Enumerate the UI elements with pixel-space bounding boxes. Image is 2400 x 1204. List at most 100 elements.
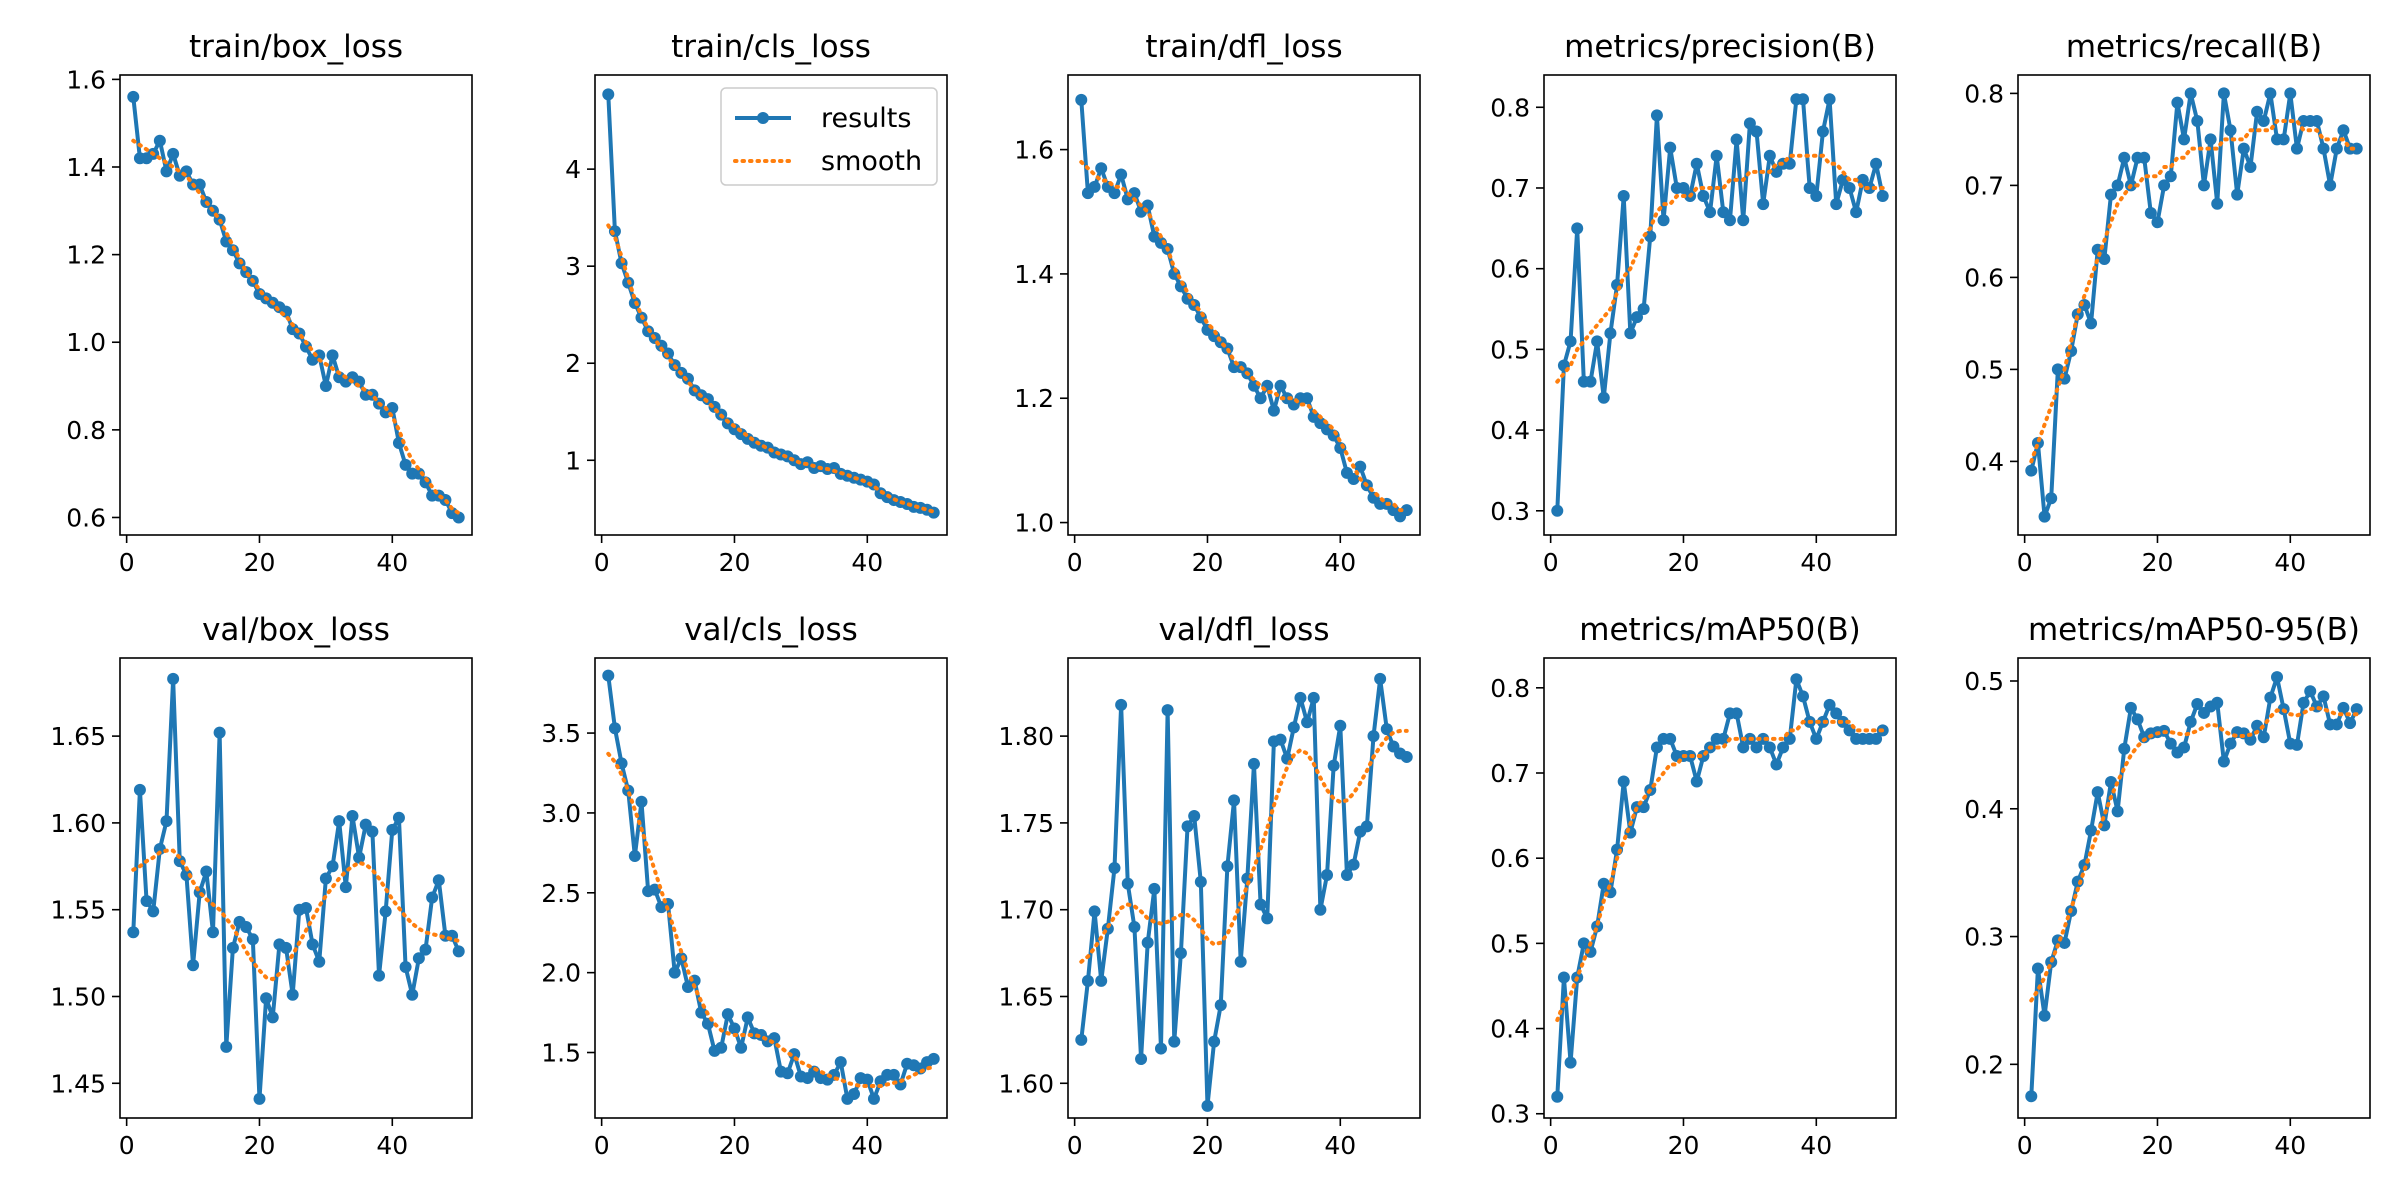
results-point xyxy=(1347,473,1360,486)
y-tick-label: 0.3 xyxy=(1490,1100,1530,1129)
results-point xyxy=(2224,737,2237,750)
results-point xyxy=(1803,181,1816,194)
y-tick-label: 0.7 xyxy=(1490,174,1530,203)
results-point xyxy=(1287,721,1300,734)
results-point xyxy=(1174,947,1187,960)
y-tick-label: 1.4 xyxy=(66,153,106,182)
results-point xyxy=(1757,732,1770,745)
results-point xyxy=(2124,701,2137,714)
y-tick-label: 0.8 xyxy=(1964,79,2004,108)
y-tick-label: 0.7 xyxy=(1964,171,2004,200)
results-point xyxy=(1148,882,1161,895)
subplot-10: metrics/mAP50-95(B) 0.2 0.3 0.4 0.5 0 20 40 xyxy=(1964,612,2371,1160)
results-point xyxy=(353,851,366,864)
x-tick-label: 20 xyxy=(719,1131,751,1160)
x-tick-label: 40 xyxy=(2274,1131,2306,1160)
results-point xyxy=(153,842,166,855)
results-point xyxy=(2330,142,2343,155)
y-tick-label: 0.7 xyxy=(1490,759,1530,788)
results-point xyxy=(206,926,219,939)
x-tick-label: 0 xyxy=(1067,1131,1083,1160)
results-point xyxy=(2118,151,2131,164)
y-tick-label: 3 xyxy=(565,252,581,281)
results-point xyxy=(1843,181,1856,194)
axes-frame xyxy=(2017,657,2371,1119)
results-point xyxy=(432,874,445,887)
y-tick-label: 0.6 xyxy=(1490,255,1530,284)
results-point xyxy=(1797,93,1810,106)
results-point xyxy=(339,881,352,894)
results-point xyxy=(1128,921,1141,934)
x-tick-label: 40 xyxy=(1324,1131,1356,1160)
results-point xyxy=(286,988,299,1001)
y-tick-label: 2.0 xyxy=(541,959,581,988)
axes-frame xyxy=(594,74,948,536)
results-point xyxy=(333,815,346,828)
x-tick-label: 40 xyxy=(2274,548,2306,577)
results-point xyxy=(299,340,312,353)
results-point xyxy=(1228,794,1241,807)
results-point xyxy=(1816,125,1829,138)
results-point xyxy=(1763,149,1776,162)
results-point xyxy=(2184,715,2197,728)
results-point xyxy=(2211,696,2224,709)
y-tick-label: 1.5 xyxy=(541,1039,581,1068)
smooth-line xyxy=(1079,728,1409,964)
results-point xyxy=(167,147,180,160)
results-point xyxy=(2257,115,2270,127)
results-point xyxy=(602,88,615,101)
results-point xyxy=(1737,214,1750,227)
x-tick-label: 0 xyxy=(2017,548,2033,577)
results-point xyxy=(1823,93,1836,106)
results-point xyxy=(220,1040,233,1053)
results-point xyxy=(2344,717,2357,730)
results-point xyxy=(379,905,392,918)
results-point xyxy=(153,134,166,147)
results-point xyxy=(1380,723,1393,736)
results-point xyxy=(2171,96,2184,109)
smooth-line xyxy=(1555,719,1885,1023)
subplot-title: train/box_loss xyxy=(189,29,403,65)
y-tick-label: 0.4 xyxy=(1490,1015,1530,1044)
results-point xyxy=(2111,805,2124,818)
results-point xyxy=(2098,819,2111,832)
results-point xyxy=(2217,755,2230,768)
results-point xyxy=(1597,391,1610,404)
results-point xyxy=(1081,974,1094,987)
results-point xyxy=(1810,732,1823,745)
results-point xyxy=(452,945,465,958)
y-tick-label: 1.0 xyxy=(1014,509,1054,538)
results-point xyxy=(1723,214,1736,227)
results-point xyxy=(1677,181,1690,194)
x-tick-label: 20 xyxy=(1668,548,1700,577)
y-tick-label: 0.5 xyxy=(1490,929,1530,958)
results-point xyxy=(1571,222,1584,235)
results-point xyxy=(2251,105,2264,118)
axes-frame xyxy=(1067,74,1421,536)
results-point xyxy=(1340,868,1353,881)
smooth-line xyxy=(606,223,936,514)
results-point xyxy=(280,941,293,954)
results-point xyxy=(1551,504,1564,517)
results-point xyxy=(140,895,153,908)
results-point xyxy=(399,458,412,471)
y-tick-label: 0.5 xyxy=(1964,667,2004,696)
results-point xyxy=(1154,1042,1167,1055)
results-point xyxy=(1075,93,1088,106)
results-point xyxy=(1108,862,1121,875)
results-point xyxy=(1717,732,1730,745)
results-point xyxy=(2051,363,2064,376)
y-tick-label: 1.6 xyxy=(1014,136,1054,165)
results-point xyxy=(1664,732,1677,745)
results-point xyxy=(2025,1090,2038,1103)
results-point xyxy=(867,1092,880,1105)
results-point xyxy=(1876,190,1889,203)
results-point xyxy=(2158,179,2171,192)
results-point xyxy=(2324,179,2337,192)
legend-smooth-label: smooth xyxy=(821,146,922,177)
results-point xyxy=(2264,87,2277,100)
results-point xyxy=(1201,1099,1214,1112)
plot-area xyxy=(1075,93,1413,523)
results-point xyxy=(1095,162,1108,175)
subplot-7: val/cls_loss 1.5 2.0 2.5 3.0 3.5 0 20 40 xyxy=(541,612,948,1160)
